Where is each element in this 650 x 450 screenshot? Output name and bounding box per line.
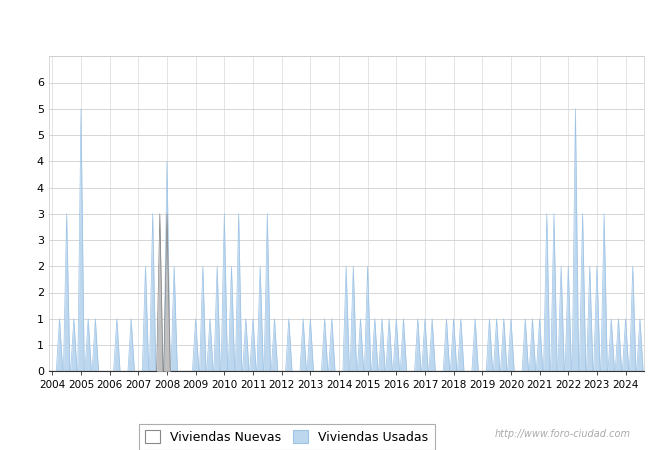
- Text: Casar de Palomero - Evolucion del Nº de Transacciones Inmobiliarias: Casar de Palomero - Evolucion del Nº de …: [57, 17, 593, 31]
- Legend: Viviendas Nuevas, Viviendas Usadas: Viviendas Nuevas, Viviendas Usadas: [138, 424, 435, 450]
- Text: http://www.foro-ciudad.com: http://www.foro-ciudad.com: [495, 429, 630, 439]
